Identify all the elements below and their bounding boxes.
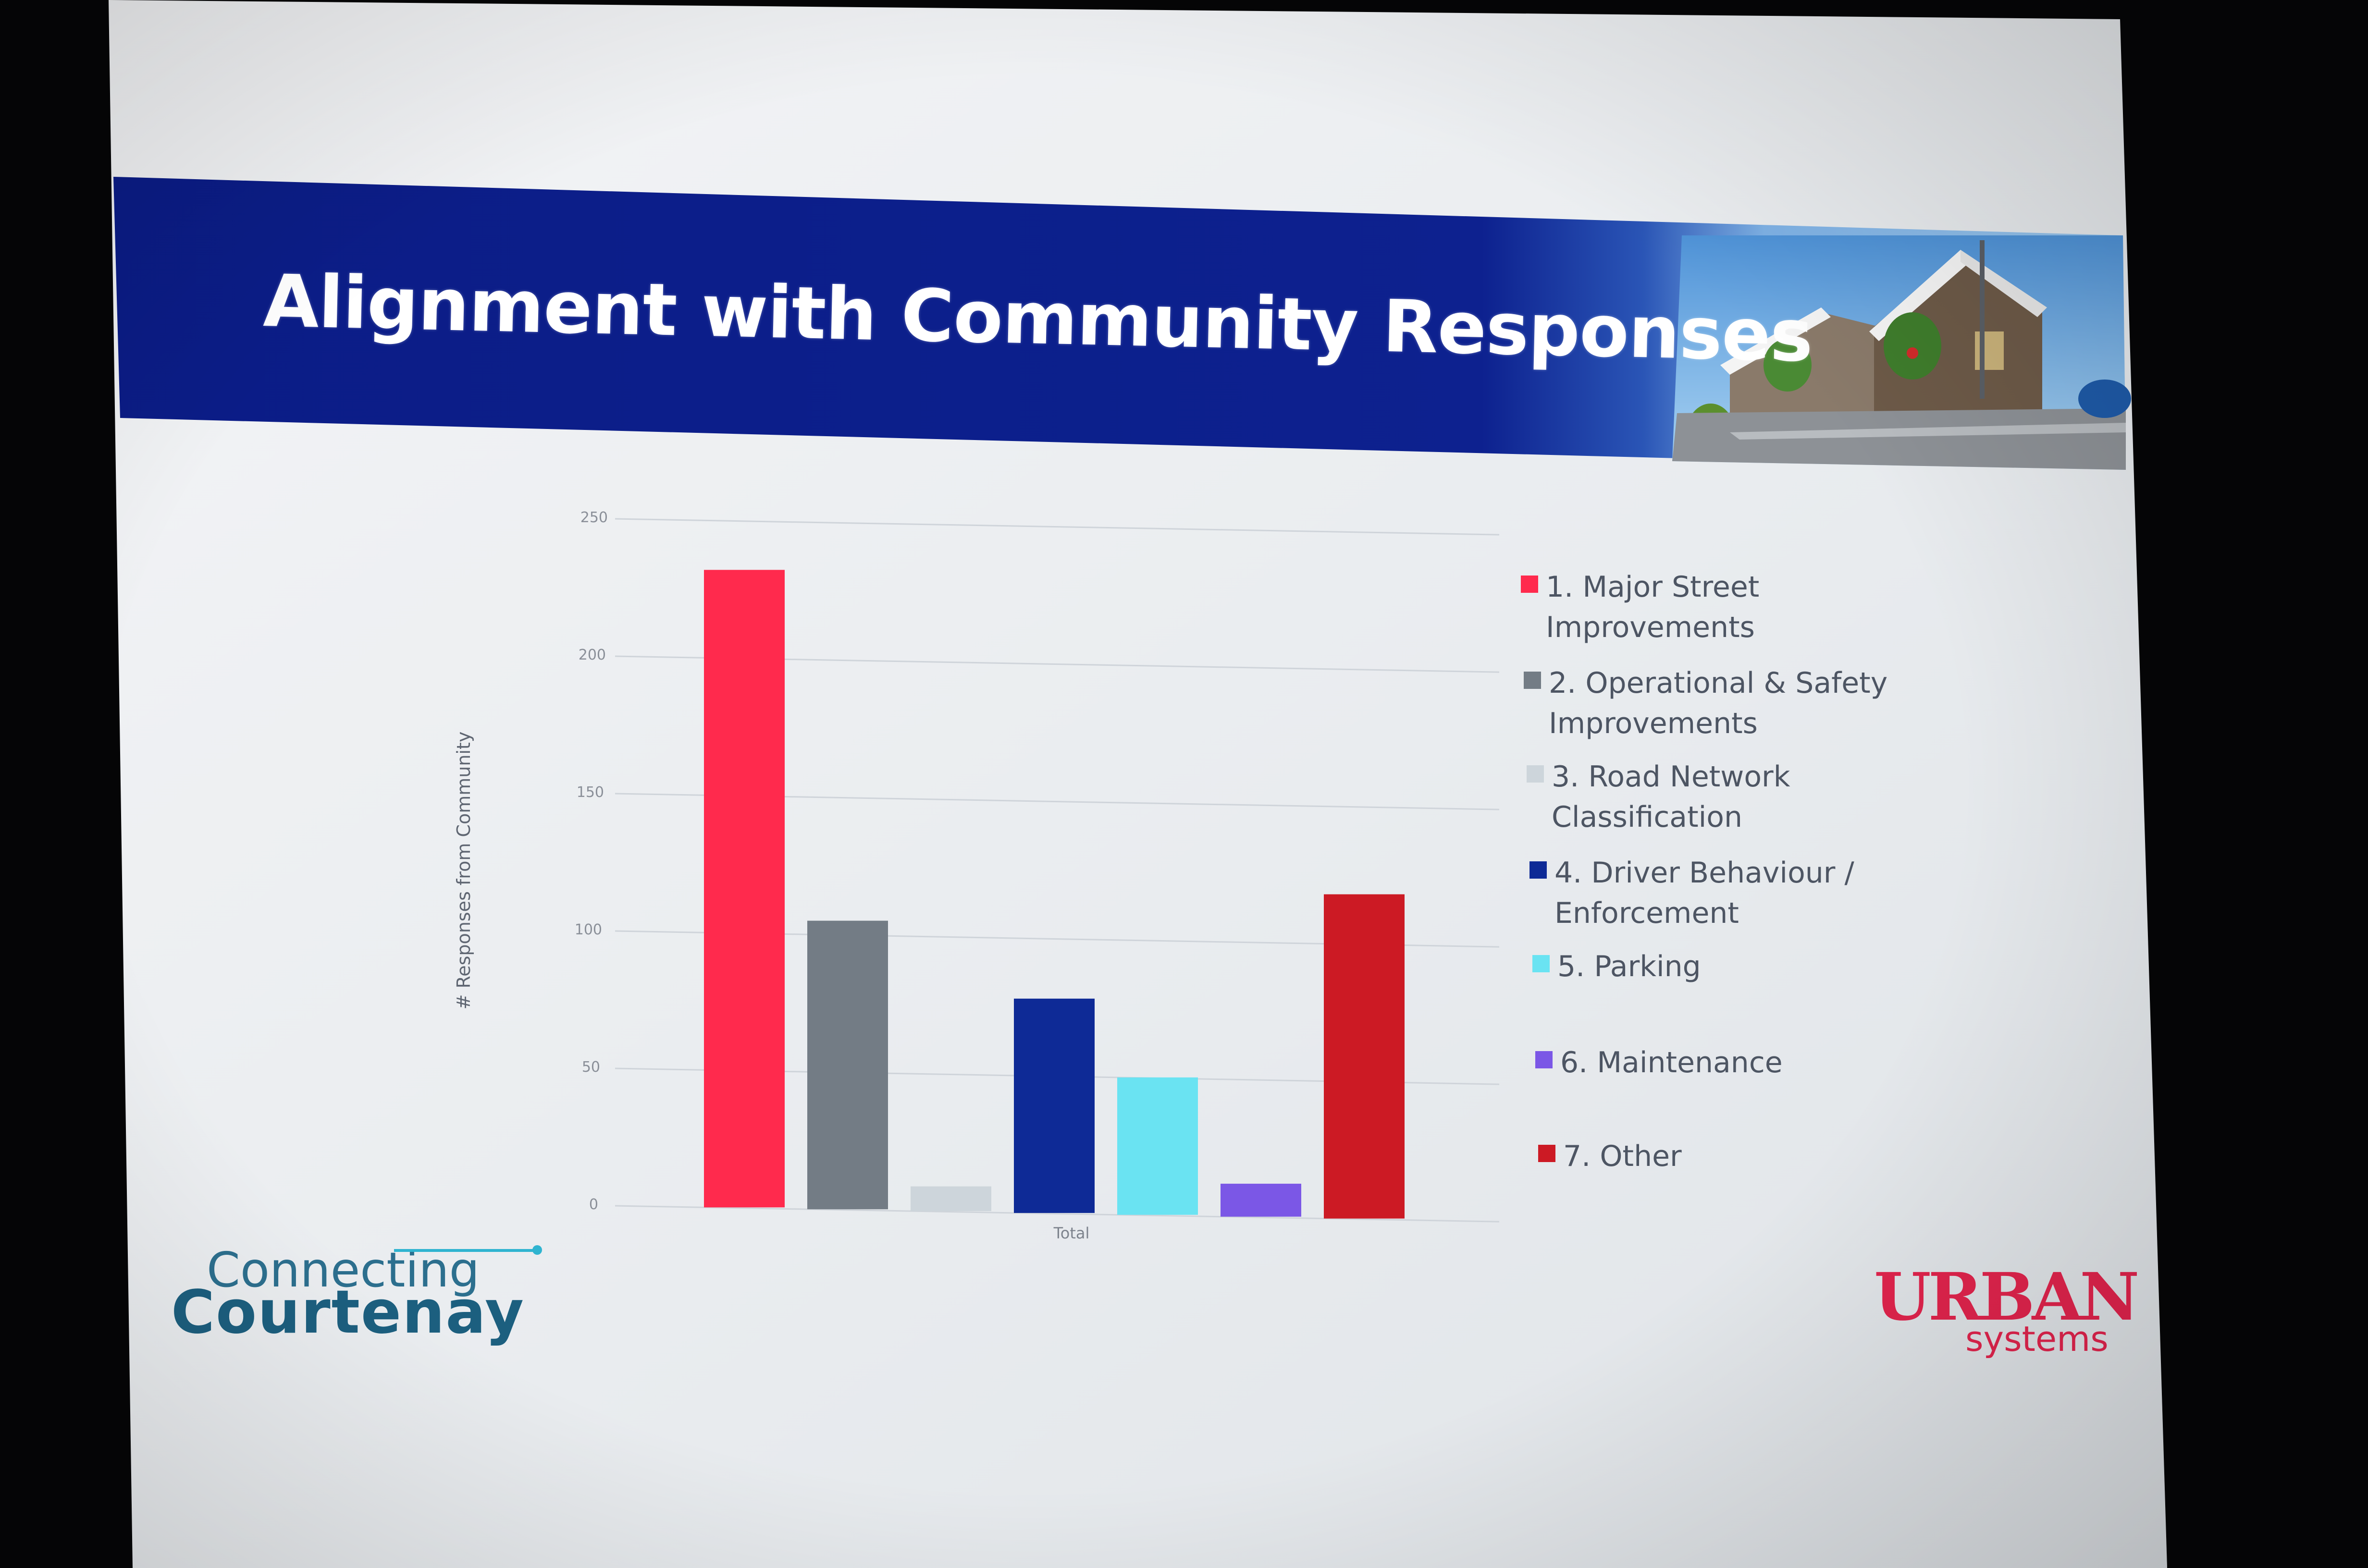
- legend-label-4: 4. Driver Behaviour / Enforcement: [1554, 856, 1854, 930]
- legend-label-7: 7. Other: [1563, 1139, 1682, 1173]
- legend-swatch-5: [1532, 955, 1550, 972]
- y-axis-label: # Responses from Community: [453, 731, 474, 1010]
- legend-label-6: 6. Maintenance: [1560, 1046, 1783, 1079]
- legend-swatch-3: [1527, 765, 1544, 783]
- logo-accent-dot: [532, 1245, 542, 1255]
- y-tick-label-50: 50: [581, 1059, 600, 1076]
- legend-swatch-4: [1529, 861, 1547, 879]
- legend-swatch-1: [1521, 576, 1538, 593]
- legend-label-1: 1. Major Street Improvements: [1546, 570, 1760, 644]
- y-tick-label-0: 0: [589, 1196, 598, 1213]
- legend-swatch-6: [1535, 1051, 1553, 1068]
- bar-4: [1014, 998, 1095, 1213]
- legend-label-2: 2. Operational & Safety Improvements: [1549, 666, 1888, 740]
- chart-bars: [704, 570, 1405, 1219]
- y-tick-label-150: 150: [576, 784, 604, 801]
- bar-3: [911, 1186, 991, 1212]
- legend-label-3: 3. Road Network Classification: [1552, 760, 1790, 834]
- gridline-250: [615, 518, 1500, 536]
- legend-label-5: 5. Parking: [1557, 950, 1701, 983]
- bar-5: [1117, 1077, 1198, 1215]
- bar-2: [807, 920, 888, 1210]
- urban-systems-logo-sub: systems: [1965, 1319, 2109, 1359]
- legend-swatch-2: [1524, 672, 1541, 689]
- bar-1: [704, 570, 785, 1208]
- y-tick-label-200: 200: [578, 647, 606, 663]
- x-tick-label: Total: [1053, 1224, 1090, 1242]
- y-tick-label-100: 100: [574, 921, 602, 938]
- legend-swatch-7: [1538, 1145, 1555, 1162]
- bar-6: [1221, 1184, 1301, 1217]
- bar-7: [1324, 894, 1405, 1219]
- logo-accent-line: [394, 1249, 538, 1252]
- y-tick-label-250: 250: [580, 509, 608, 526]
- connecting-courtenay-logo-line2: Courtenay: [171, 1278, 525, 1347]
